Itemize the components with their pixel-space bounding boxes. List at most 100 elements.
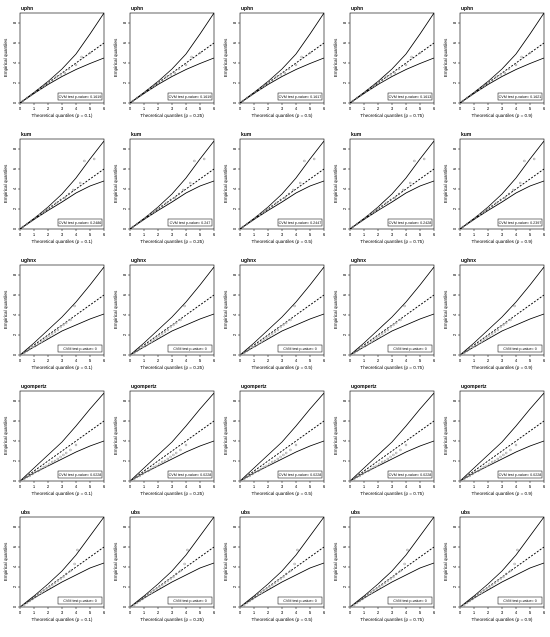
- legend-box: [497, 596, 543, 605]
- x-tick-label: 0: [459, 106, 462, 111]
- x-tick-label: 3: [281, 358, 284, 363]
- data-point: [163, 581, 167, 585]
- data-point: [468, 599, 471, 603]
- x-tick-label: 5: [89, 358, 92, 363]
- data-point: [495, 75, 498, 79]
- upper-envelope-line: [350, 517, 434, 607]
- x-tick-label: 6: [433, 106, 436, 111]
- data-point: [262, 210, 265, 214]
- panel-title: ugompertz: [461, 384, 487, 390]
- data-point: [39, 591, 43, 595]
- x-tick-label: 2: [487, 106, 490, 111]
- data-point: [179, 569, 182, 573]
- data-point: [160, 583, 164, 587]
- y-tick-label: 2: [12, 81, 17, 84]
- y-tick-label: 6: [12, 293, 17, 296]
- y-tick-label: 4: [232, 439, 237, 442]
- data-point: [245, 475, 249, 479]
- data-point: [490, 332, 494, 336]
- lower-envelope-line: [130, 57, 214, 103]
- data-point: [254, 595, 257, 599]
- y-tick-label: 2: [342, 585, 347, 588]
- data-point: [256, 593, 260, 597]
- data-point: [393, 196, 397, 200]
- x-tick-label: 4: [515, 358, 518, 363]
- y-tick-label: 8: [12, 525, 17, 528]
- y-tick-label: 4: [122, 565, 127, 568]
- x-tick-label: 6: [213, 358, 216, 363]
- legend-text: CVM test p-value= 0: [393, 599, 427, 603]
- data-point: [509, 318, 512, 322]
- data-point: [270, 460, 274, 464]
- data-point: [296, 548, 299, 552]
- x-tick-label: 6: [323, 106, 326, 111]
- data-point: [130, 479, 133, 481]
- y-tick-label: 6: [232, 41, 237, 44]
- legend-text: CVM test p-value= 0: [173, 599, 207, 603]
- upper-envelope-line: [130, 266, 214, 355]
- data-point: [474, 595, 477, 599]
- x-tick-label: 3: [171, 358, 174, 363]
- x-tick-label: 0: [459, 484, 462, 489]
- lower-envelope-line: [240, 440, 324, 481]
- data-point: [479, 467, 483, 471]
- x-axis-label: Theoretical quantiles (p = 0.1): [32, 617, 93, 622]
- data-point: [53, 459, 57, 463]
- y-tick-label: 6: [452, 167, 457, 170]
- legend-box: [277, 470, 323, 479]
- data-point: [289, 318, 292, 322]
- data-point: [165, 75, 168, 79]
- data-point: [38, 213, 41, 217]
- y-tick-label: 0: [232, 353, 237, 356]
- data-point: [351, 99, 354, 103]
- x-tick-label: 5: [309, 358, 312, 363]
- panel-ugompertz-2: ugompertz 0 1 2 3 4 5 6 0 2 4 6 8 Theoretical quantil…: [113, 384, 216, 496]
- data-point: [490, 78, 494, 82]
- x-tick-label: 0: [349, 232, 352, 237]
- data-point: [135, 96, 139, 100]
- x-tick-label: 2: [157, 232, 160, 237]
- upper-envelope-line: [240, 517, 324, 607]
- lower-envelope-line: [350, 180, 434, 229]
- data-point: [516, 548, 519, 552]
- data-point: [38, 87, 41, 91]
- data-point: [353, 603, 356, 607]
- x-tick-label: 2: [47, 232, 50, 237]
- data-point: [392, 575, 395, 579]
- y-tick-label: 0: [232, 227, 237, 230]
- data-point: [250, 93, 253, 97]
- y-tick-label: 8: [122, 399, 127, 402]
- data-point: [270, 583, 274, 587]
- data-point: [465, 601, 469, 605]
- data-point: [383, 330, 387, 334]
- plot-area: [130, 13, 214, 103]
- lower-envelope-line: [130, 562, 214, 607]
- legend-box: [387, 470, 433, 479]
- data-point: [474, 90, 477, 94]
- x-axis-label: Theoretical quantiles (p = 0.75): [360, 365, 424, 370]
- data-point: [28, 474, 31, 478]
- y-axis-label: Empirical quantiles: [333, 164, 338, 203]
- x-tick-label: 3: [171, 610, 174, 615]
- x-tick-label: 1: [143, 232, 146, 237]
- data-point: [193, 159, 196, 163]
- data-point: [69, 448, 72, 452]
- data-point: [248, 347, 251, 351]
- x-tick-label: 3: [61, 358, 64, 363]
- y-tick-label: 4: [122, 61, 127, 64]
- panel-ughnx-3: ughnx 0 1 2 3 4 5 6 0 2 4 6 8 Theoretical quantiles (…: [223, 258, 326, 370]
- legend-box: [57, 218, 103, 227]
- data-point: [372, 338, 375, 342]
- plot-frame: [19, 390, 105, 482]
- legend-text: CVM test p-value= 0.2397: [499, 221, 542, 225]
- x-tick-label: 5: [309, 484, 312, 489]
- data-point: [488, 462, 491, 466]
- x-tick-label: 1: [33, 610, 36, 615]
- data-point: [479, 340, 483, 344]
- lower-envelope-line: [460, 440, 544, 481]
- x-tick-label: 4: [515, 232, 518, 237]
- x-tick-label: 6: [213, 610, 216, 615]
- x-axis-label: Theoretical quantiles (p = 0.5): [252, 491, 313, 496]
- data-point: [130, 353, 133, 355]
